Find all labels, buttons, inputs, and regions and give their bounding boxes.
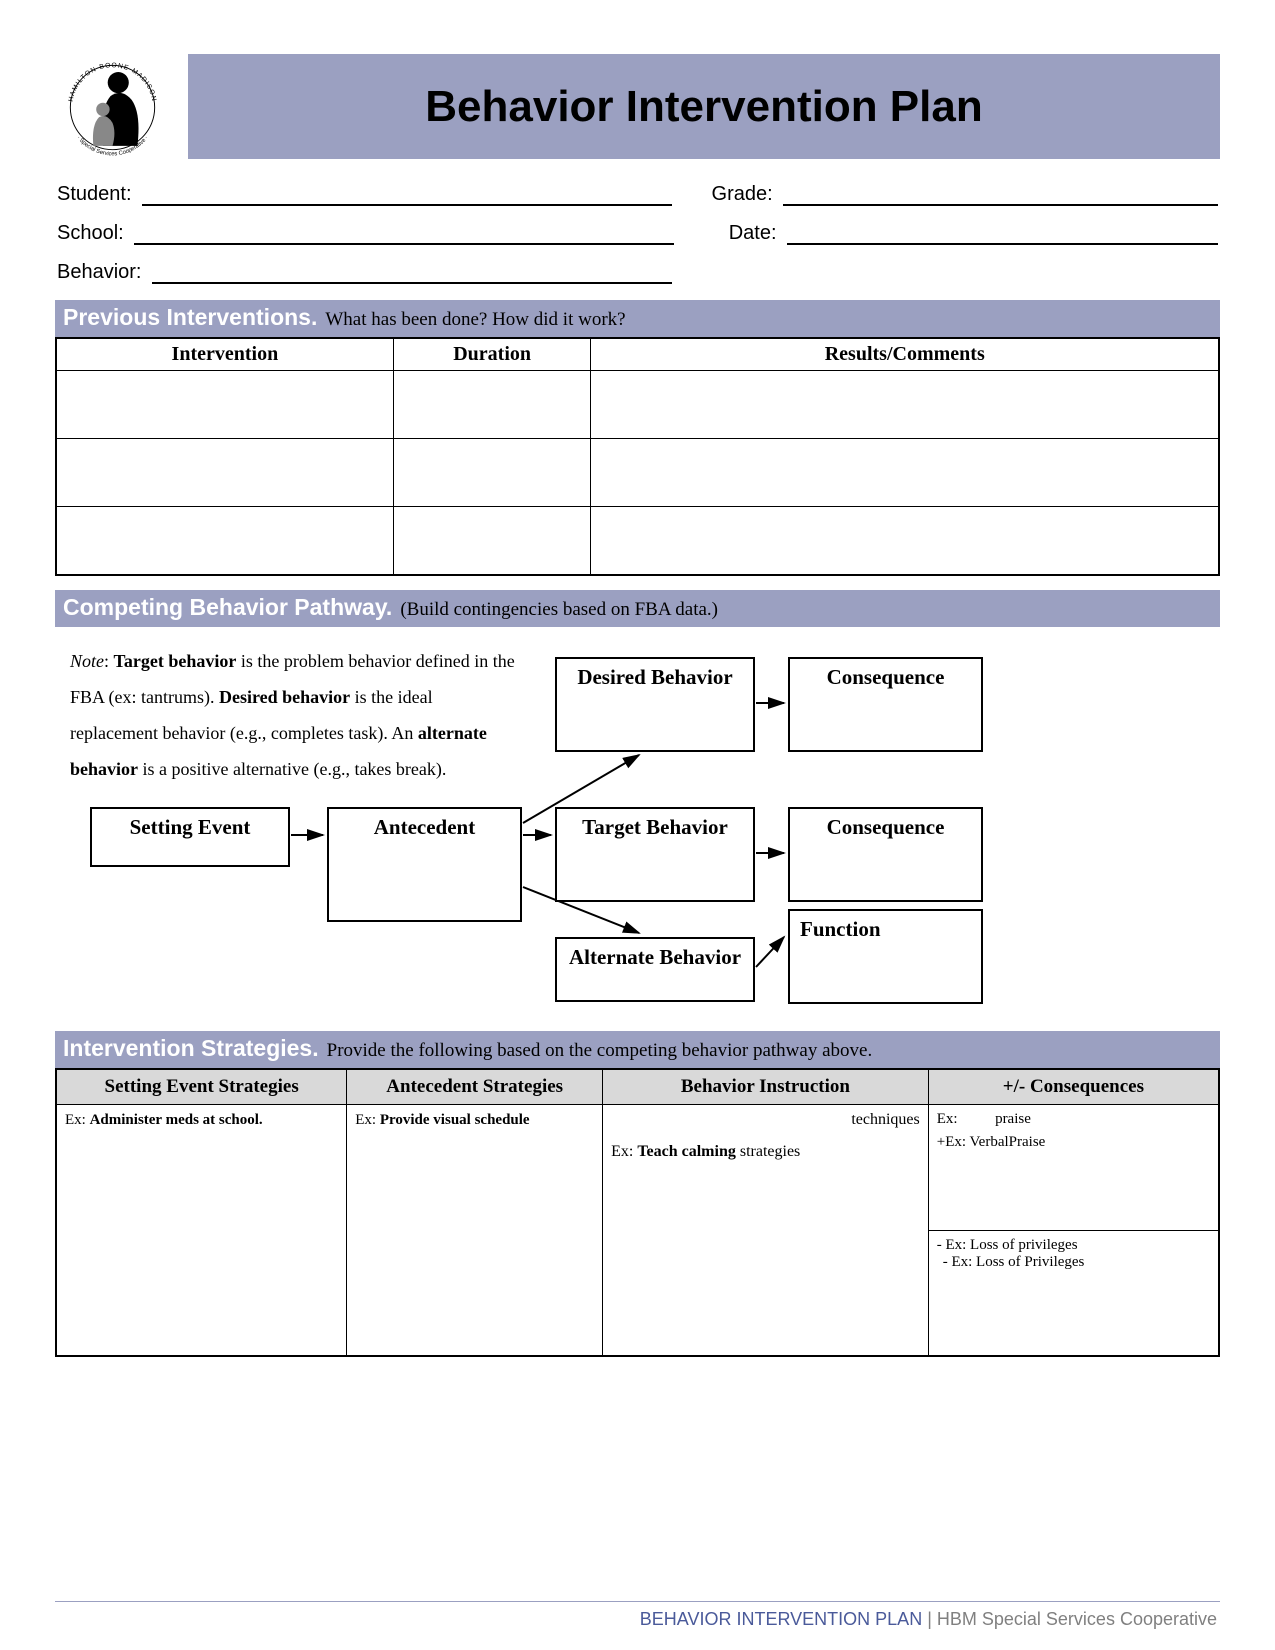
table-row[interactable]: Ex: Administer meds at school. Ex: Provi… xyxy=(56,1104,1219,1356)
pathway-box-setting[interactable]: Setting Event xyxy=(90,807,290,867)
ex-consequence-minus: - Ex: Loss of privileges - Ex: Loss of P… xyxy=(929,1230,1218,1355)
input-behavior[interactable] xyxy=(152,262,672,284)
pathway-diagram: Note: Target behavior is the problem beh… xyxy=(55,637,1220,1017)
ex-antecedent: Ex: Provide visual schedule xyxy=(355,1112,529,1128)
page-title: Behavior Intervention Plan xyxy=(425,82,982,132)
strategies-table: Setting Event Strategies Antecedent Stra… xyxy=(55,1068,1220,1357)
col-intervention: Intervention xyxy=(56,338,393,371)
footer-text: BEHAVIOR INTERVENTION PLAN | HBM Special… xyxy=(640,1609,1217,1630)
input-grade[interactable] xyxy=(783,184,1218,206)
ex-consequence-plus: Ex: praise +Ex: VerbalPraise xyxy=(929,1105,1218,1230)
pathway-box-alternate[interactable]: Alternate Behavior xyxy=(555,937,755,1002)
ex-behavior-2: Ex: Teach calming strategies xyxy=(611,1143,920,1161)
label-grade: Grade: xyxy=(712,183,773,206)
label-behavior: Behavior: xyxy=(57,261,142,284)
pathway-box-antecedent[interactable]: Antecedent xyxy=(327,807,522,922)
label-date: Date: xyxy=(729,222,777,245)
section-strategies-header: Intervention Strategies. Provide the fol… xyxy=(55,1031,1220,1068)
col-results: Results/Comments xyxy=(591,338,1219,371)
section-strategies-title: Intervention Strategies. xyxy=(63,1035,319,1061)
table-row[interactable] xyxy=(56,507,1219,575)
section-strategies-subtitle: Provide the following based on the compe… xyxy=(327,1040,873,1061)
ex-setting: Ex: Administer meds at school. xyxy=(65,1112,263,1128)
label-school: School: xyxy=(57,222,124,245)
section-previous-title: Previous Interventions. xyxy=(63,304,317,330)
col-antecedent-strategies: Antecedent Strategies xyxy=(347,1069,603,1105)
section-pathway-header: Competing Behavior Pathway. (Build conti… xyxy=(55,590,1220,627)
col-duration: Duration xyxy=(393,338,591,371)
section-pathway-title: Competing Behavior Pathway. xyxy=(63,594,392,620)
title-band: Behavior Intervention Plan xyxy=(188,54,1220,159)
logo: HAMILTON·BOONE·MADISON · Special Service… xyxy=(55,50,170,165)
previous-interventions-table: Intervention Duration Results/Comments xyxy=(55,337,1220,576)
table-row[interactable] xyxy=(56,439,1219,507)
input-date[interactable] xyxy=(787,223,1218,245)
pathway-box-desired[interactable]: Desired Behavior xyxy=(555,657,755,752)
input-student[interactable] xyxy=(142,184,672,206)
table-row[interactable] xyxy=(56,371,1219,439)
section-pathway-subtitle: (Build contingencies based on FBA data.) xyxy=(400,599,718,620)
label-student: Student: xyxy=(57,183,132,206)
col-consequences: +/- Consequences xyxy=(928,1069,1219,1105)
section-previous-header: Previous Interventions. What has been do… xyxy=(55,300,1220,337)
pathway-note: Note: Target behavior is the problem beh… xyxy=(70,643,525,787)
pathway-box-function[interactable]: Function xyxy=(788,909,983,1004)
input-school[interactable] xyxy=(134,223,674,245)
pathway-box-cons2[interactable]: Consequence xyxy=(788,807,983,902)
footer-rule xyxy=(55,1601,1220,1602)
pathway-box-target[interactable]: Target Behavior xyxy=(555,807,755,902)
section-previous-subtitle: What has been done? How did it work? xyxy=(325,309,625,330)
col-setting-strategies: Setting Event Strategies xyxy=(56,1069,347,1105)
ex-behavior-1: techniques xyxy=(611,1111,920,1129)
pathway-box-cons1[interactable]: Consequence xyxy=(788,657,983,752)
col-behavior-instruction: Behavior Instruction xyxy=(603,1069,929,1105)
